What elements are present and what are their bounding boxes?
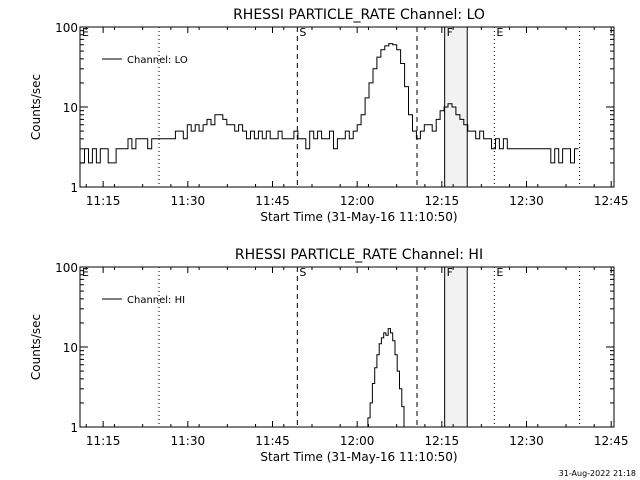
y-tick-label: 10 [63, 341, 78, 355]
marker-label: S [299, 266, 306, 279]
y-axis-label: Counts/sec [29, 74, 43, 140]
x-tick-label: 12:45 [594, 194, 629, 208]
y-tick-label: 100 [55, 261, 78, 275]
shaded-interval [444, 267, 468, 427]
x-tick-label: 12:15 [425, 194, 460, 208]
plot-frame [79, 266, 615, 428]
y-tick-label: 1 [70, 421, 78, 435]
legend-label: Channel: LO [127, 55, 188, 66]
x-tick-label: 12:15 [425, 434, 460, 448]
marker-label: E [496, 266, 503, 279]
x-axis-label: Start Time (31-May-16 11:10:50) [260, 210, 457, 224]
marker-label: E [82, 26, 89, 39]
x-tick-label: 12:45 [594, 434, 629, 448]
x-tick-label: 12:30 [509, 434, 544, 448]
marker-label: E [496, 26, 503, 39]
x-tick-label: 12:00 [340, 434, 375, 448]
y-tick-label: 1 [70, 181, 78, 195]
x-tick-label: 11:30 [171, 194, 206, 208]
x-axis-label: Start Time (31-May-16 11:10:50) [260, 450, 457, 464]
x-tick-label: 11:15 [86, 194, 121, 208]
y-tick-label: 100 [55, 21, 78, 35]
panel-2: E S F E 11:15 11:30 11:45 12:00 12:15 12:30 12:45 1… [29, 247, 628, 464]
plot-frame [79, 26, 615, 188]
x-tick-label: 12:00 [340, 194, 375, 208]
y-tick-label: 10 [63, 101, 78, 115]
x-tick-label: 11:45 [255, 434, 290, 448]
marker-label: S [299, 26, 306, 39]
x-tick-label: 11:45 [255, 194, 290, 208]
marker-label: F [447, 266, 453, 279]
chart-title: RHESSI PARTICLE_RATE Channel: HI [235, 247, 483, 263]
x-tick-label: 11:30 [171, 434, 206, 448]
series-line [80, 43, 579, 164]
marker-label: E [82, 266, 89, 279]
x-tick-label: 11:15 [86, 434, 121, 448]
series-line [365, 328, 408, 428]
y-axis-label: Counts/sec [29, 314, 43, 380]
marker-label: F [447, 26, 453, 39]
legend-label: Channel: HI [127, 295, 185, 306]
panel-1: E S F E 11:15 11:30 11:45 12:00 12:15 12:30 12:45 1… [29, 7, 628, 224]
footer-date: 31-Aug-2022 21:18 [558, 469, 636, 478]
chart-title: RHESSI PARTICLE_RATE Channel: LO [233, 7, 485, 23]
x-tick-label: 12:30 [509, 194, 544, 208]
